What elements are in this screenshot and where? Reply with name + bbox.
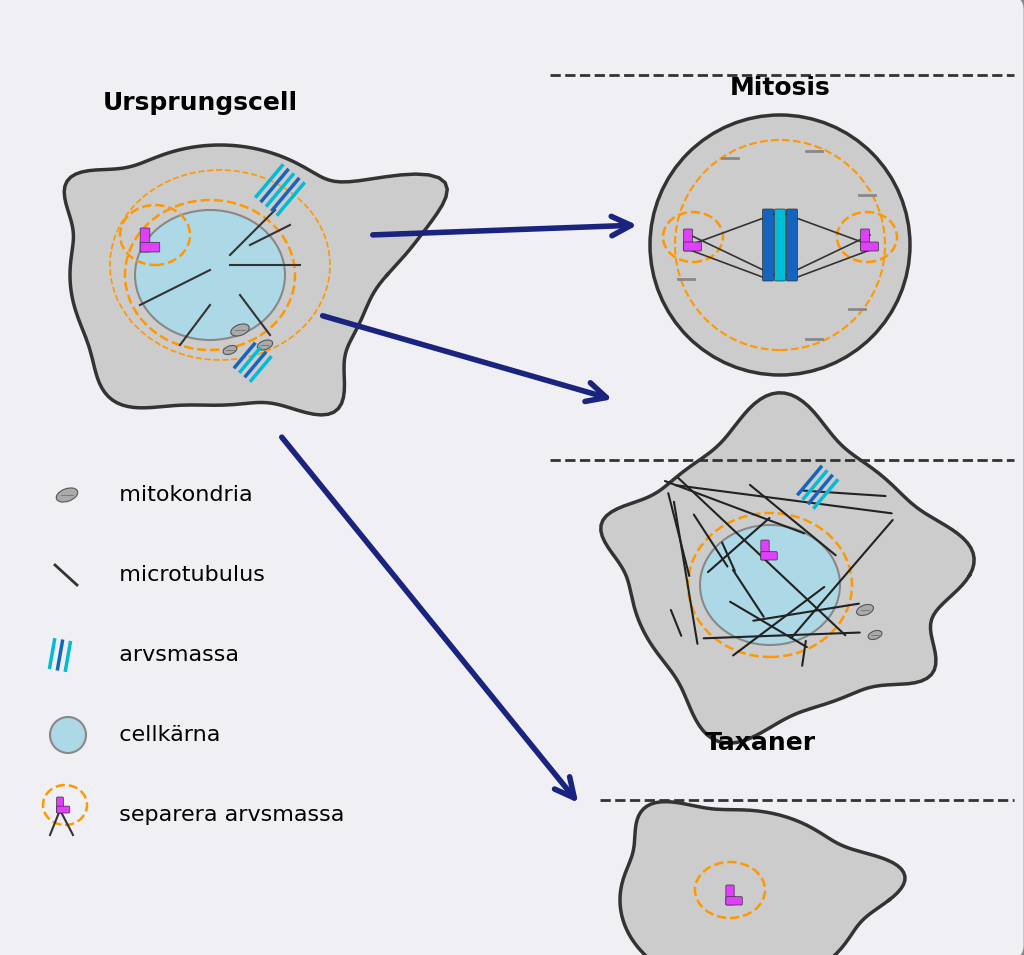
Ellipse shape <box>856 605 873 616</box>
Text: microtubulus: microtubulus <box>105 565 265 585</box>
FancyBboxPatch shape <box>860 242 879 251</box>
Ellipse shape <box>223 346 237 354</box>
Ellipse shape <box>135 210 285 340</box>
Ellipse shape <box>257 340 272 350</box>
Ellipse shape <box>868 630 882 640</box>
FancyBboxPatch shape <box>140 228 150 252</box>
FancyBboxPatch shape <box>56 806 70 813</box>
Text: separera arvsmassa: separera arvsmassa <box>105 805 344 825</box>
FancyBboxPatch shape <box>761 540 769 560</box>
Text: cellkärna: cellkärna <box>105 725 220 745</box>
Polygon shape <box>65 145 447 414</box>
Ellipse shape <box>230 324 249 336</box>
Polygon shape <box>601 393 974 743</box>
Ellipse shape <box>56 488 78 502</box>
FancyBboxPatch shape <box>763 209 773 281</box>
Text: Ursprungscell: Ursprungscell <box>102 91 298 115</box>
Text: Taxaner: Taxaner <box>705 731 815 755</box>
FancyBboxPatch shape <box>860 229 869 251</box>
Text: mitokondria: mitokondria <box>105 485 253 505</box>
Ellipse shape <box>700 525 840 645</box>
Polygon shape <box>620 801 905 955</box>
FancyBboxPatch shape <box>774 209 785 281</box>
Circle shape <box>650 115 910 375</box>
FancyBboxPatch shape <box>683 229 692 251</box>
FancyBboxPatch shape <box>683 242 701 251</box>
FancyBboxPatch shape <box>786 209 798 281</box>
FancyBboxPatch shape <box>56 797 63 813</box>
FancyBboxPatch shape <box>761 552 777 560</box>
Text: arvsmassa: arvsmassa <box>105 645 239 665</box>
Text: Mitosis: Mitosis <box>730 76 830 100</box>
Circle shape <box>50 717 86 753</box>
FancyBboxPatch shape <box>726 897 742 905</box>
FancyBboxPatch shape <box>726 885 734 905</box>
FancyBboxPatch shape <box>140 243 160 252</box>
